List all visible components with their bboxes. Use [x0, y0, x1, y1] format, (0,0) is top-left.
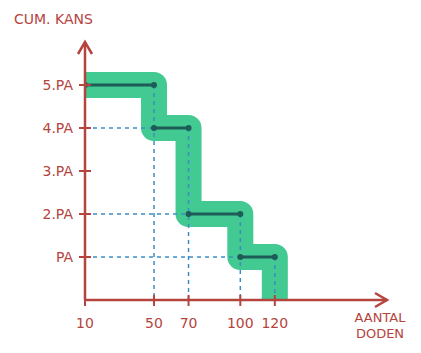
guide-h — [85, 84, 154, 86]
step-segment — [154, 127, 189, 130]
y-arrow — [78, 42, 92, 54]
step-start — [237, 254, 243, 260]
y-tick — [79, 213, 91, 215]
step-start — [186, 211, 192, 217]
x-tick-label: 50 — [145, 315, 163, 331]
x-axis — [85, 299, 387, 302]
y-tick-label: 4.PA — [43, 120, 74, 136]
step-segment — [189, 213, 241, 216]
x-arrow — [375, 293, 387, 307]
x-tick-label: 70 — [180, 315, 198, 331]
x-tick — [84, 295, 86, 306]
step-end — [186, 125, 192, 131]
guide-h — [85, 213, 240, 215]
y-tick-label: 2.PA — [43, 206, 74, 222]
step-segment — [85, 84, 154, 87]
y-tick — [79, 84, 91, 86]
y-tick — [79, 256, 91, 258]
y-tick-label: PA — [56, 249, 74, 265]
y-tick-label: 3.PA — [43, 163, 74, 179]
x-tick-label: 100 — [227, 315, 254, 331]
x-axis-label-line: AANTAL — [355, 310, 407, 325]
x-tick — [239, 295, 241, 306]
x-tick — [153, 295, 155, 306]
guide-h — [85, 256, 275, 258]
step-end — [272, 254, 278, 260]
x-tick — [188, 295, 190, 306]
step-segment — [240, 256, 275, 259]
guide-v — [274, 257, 276, 300]
step-end — [237, 211, 243, 217]
x-axis-label: AANTALDODEN — [355, 310, 407, 341]
x-tick-label: 10 — [76, 315, 94, 331]
highlight-band — [85, 85, 275, 300]
x-tick-label: 120 — [261, 315, 288, 331]
step-end — [151, 82, 157, 88]
step-start — [151, 125, 157, 131]
y-tick — [79, 170, 91, 172]
y-axis-label: CUM. KANS — [14, 11, 93, 27]
y-tick — [79, 127, 91, 129]
x-tick — [274, 295, 276, 306]
plot-area — [85, 82, 278, 300]
guide-h — [85, 127, 189, 129]
y-tick-label: 5.PA — [43, 77, 74, 93]
chart: PA 2.PA 3.PA 4.PA 5.PA 10 50 70 100 120 CUM. KANS A… — [0, 0, 421, 353]
x-axis-label-line: DODEN — [356, 326, 404, 341]
guide-v — [153, 85, 155, 300]
